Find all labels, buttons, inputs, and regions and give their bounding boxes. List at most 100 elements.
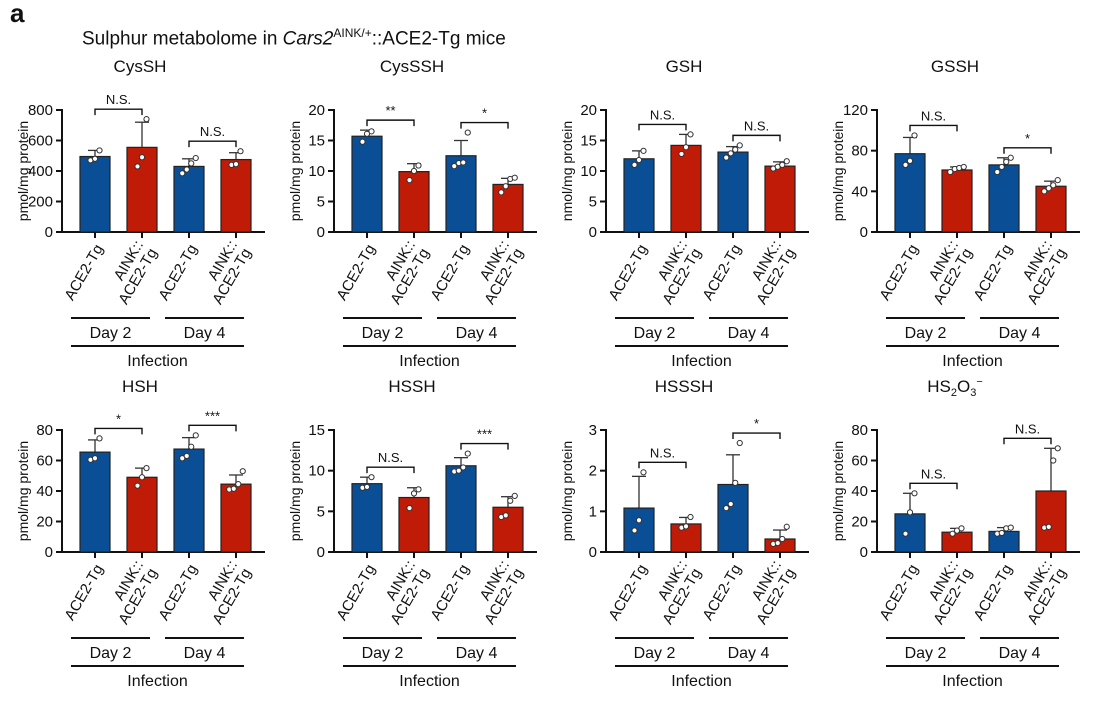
data-point: [902, 161, 909, 168]
y-tick-label: 2: [589, 463, 597, 480]
x-tick-label: ACE2-Tg: [155, 242, 201, 304]
data-point: [134, 163, 141, 170]
significance-bracket: [909, 482, 958, 490]
y-tick-label: 0: [589, 544, 597, 561]
data-point: [906, 157, 914, 164]
chart-title: CysSH: [114, 57, 167, 76]
data-point: [511, 174, 518, 181]
data-point: [138, 154, 146, 161]
group-label: Day 4: [728, 645, 770, 662]
x-tick-label: ACE2-Tg: [876, 242, 922, 304]
x-tick-label: AINK::ACE2-Tg: [195, 558, 254, 628]
data-point: [949, 530, 956, 537]
data-point: [1050, 457, 1057, 464]
bar: [623, 158, 655, 233]
data-point: [368, 128, 375, 135]
x-tick-label: ACE2-Tg: [605, 242, 651, 304]
significance-label: N.S.: [650, 445, 675, 460]
y-tick-label: 0: [860, 544, 868, 561]
significance-bracket: [1003, 147, 1052, 154]
y-tick-label: 3: [589, 422, 597, 439]
data-point: [138, 474, 146, 481]
group-label: Day 2: [634, 645, 676, 662]
significance-label: N.S.: [921, 108, 946, 123]
bar: [79, 155, 111, 233]
data-point: [779, 161, 786, 168]
data-point: [96, 435, 103, 442]
data-point: [415, 486, 422, 493]
y-tick-label: 5: [317, 503, 325, 520]
bar: [220, 158, 252, 233]
y-axis-label: pmol/mg protein: [287, 121, 303, 221]
data-point: [1041, 188, 1048, 195]
data-point: [1003, 158, 1010, 165]
x-tick-label: AINK::ACE2-Tg: [467, 238, 526, 308]
y-tick-label: 80: [851, 143, 868, 160]
significance-label: N.S.: [921, 466, 946, 481]
bar: [126, 146, 158, 233]
bar: [398, 171, 430, 233]
bar: [351, 483, 383, 553]
chart-title: GSH: [666, 57, 703, 76]
data-point: [723, 504, 730, 512]
data-point: [1054, 177, 1061, 184]
significance-label: **: [385, 103, 395, 118]
title-gene: Cars2: [282, 28, 334, 50]
data-point: [732, 146, 739, 153]
x-tick-label: AINK::ACE2-Tg: [1010, 558, 1069, 628]
data-point: [736, 142, 743, 149]
data-point: [410, 490, 418, 497]
significance-label: N.S.: [650, 107, 675, 122]
chart-title: HSSH: [388, 377, 435, 396]
y-tick-label: 10: [308, 463, 325, 480]
x-tick-label-line: ACE2-Tg: [427, 242, 473, 304]
data-point: [1045, 185, 1052, 192]
data-point: [410, 167, 418, 175]
group-label: Day 4: [456, 325, 498, 342]
group-label: Day 2: [905, 645, 947, 662]
x-tick-label: AINK::ACE2-Tg: [101, 238, 160, 308]
group-label: Day 2: [905, 325, 947, 342]
data-point: [368, 474, 375, 481]
x-tick-label: AINK::ACE2-Tg: [739, 238, 798, 308]
x-tick-label: AINK::ACE2-Tg: [1010, 238, 1069, 308]
data-point: [906, 509, 914, 516]
data-point: [183, 452, 190, 460]
y-axis-label: pmol/mg protein: [287, 441, 303, 541]
data-point: [460, 159, 467, 166]
x-tick-label: AINK::ACE2-Tg: [645, 558, 704, 628]
data-point: [363, 483, 371, 491]
y-tick-label: 10: [308, 163, 325, 180]
data-point: [902, 530, 909, 537]
x-tick-label: AINK::ACE2-Tg: [373, 238, 432, 308]
y-tick-label: 20: [580, 102, 597, 119]
data-point: [143, 465, 150, 472]
x-tick-label: ACE2-Tg: [333, 242, 379, 304]
x-tick-label: ACE2-Tg: [970, 242, 1016, 304]
y-tick-label: 15: [580, 133, 597, 150]
x-tick-label-line: ACE2-Tg: [61, 562, 107, 624]
data-point: [678, 150, 685, 158]
bar: [398, 496, 430, 553]
significance-label: *: [482, 106, 487, 121]
x-tick-label-line: ACE2-Tg: [155, 242, 201, 304]
y-tick-label: 0: [45, 224, 53, 241]
title-part: O: [957, 377, 970, 396]
data-point: [682, 144, 690, 151]
data-point: [727, 500, 734, 508]
x-tick-label-line: ACE2-Tg: [876, 562, 922, 624]
data-point: [239, 468, 246, 475]
data-point: [998, 529, 1005, 537]
data-point: [143, 116, 150, 123]
data-point: [911, 490, 918, 497]
data-point: [779, 535, 786, 543]
x-tick-label: ACE2-Tg: [61, 562, 107, 624]
y-axis-label: pmol/mg protein: [830, 441, 846, 541]
significance-label: N.S.: [378, 450, 403, 465]
title-superscript: −: [976, 376, 982, 388]
super-group-label: Infection: [399, 353, 459, 370]
x-tick-label: ACE2-Tg: [699, 562, 745, 624]
